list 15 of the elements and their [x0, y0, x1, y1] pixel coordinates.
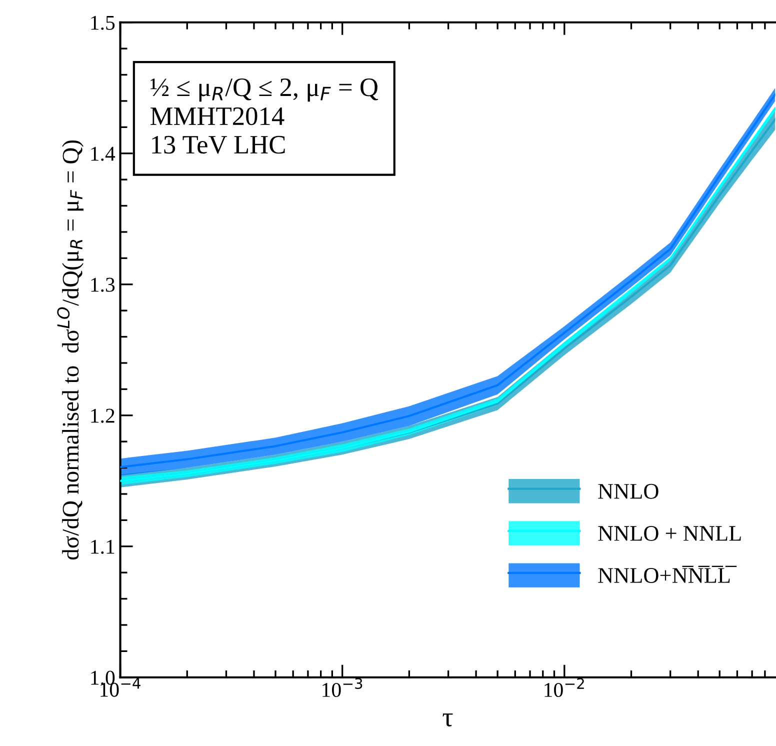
- x-axis-title: τ: [442, 713, 453, 726]
- legend-label: NNLO+N̅N̅L̅L̅: [598, 566, 737, 583]
- y-axis-title: dσ/dQ normalised to dσ$^{LO}$/dQ(μ$_{R}$ = μ$_{F}$ = Q): [57, 140, 84, 560]
- legend-label: NNLO + NNLL: [598, 526, 741, 541]
- y-tick-label: 1.4: [91, 146, 116, 161]
- x-tick-label: 10$^{−3}$: [322, 678, 362, 698]
- legend-label: NNLO: [598, 484, 658, 499]
- y-tick-label: 1.3: [91, 278, 115, 292]
- x-tick-label: 10$^{−2}$: [544, 678, 584, 698]
- annotation: ½ ≤ μ$_{R}$/Q ≤ 2, μ$_{F}$ = Q: [150, 78, 378, 102]
- annotation: 13 TeV LHC: [152, 136, 285, 154]
- y-tick-label: 1.1: [91, 540, 114, 554]
- y-tick-label: 1.5: [91, 16, 115, 30]
- annotation: MMHT2014: [150, 107, 284, 126]
- y-tick-label: 1.2: [91, 408, 114, 423]
